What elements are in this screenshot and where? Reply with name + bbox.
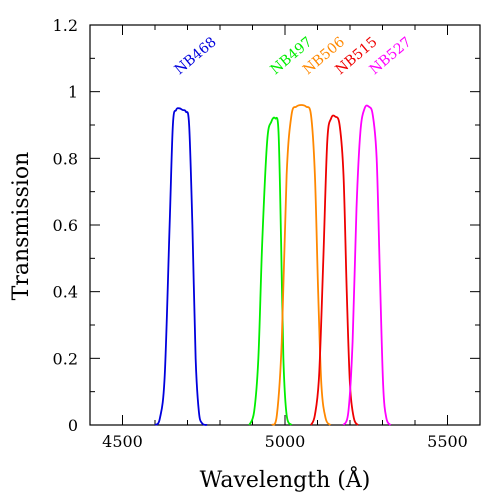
y-axis-label: Transmission (9, 152, 34, 301)
x-tick-label: 4500 (102, 432, 143, 451)
y-tick-label: 0.4 (53, 283, 78, 302)
y-tick-label: 1.2 (53, 16, 78, 35)
y-tick-label: 0.6 (53, 216, 78, 235)
curve-nb527 (342, 104, 392, 426)
y-tick-label: 0.8 (53, 149, 78, 168)
curve-nb497 (248, 116, 293, 426)
x-tick-label: 5000 (265, 432, 306, 451)
x-axis-label: Wavelength (Å) (200, 465, 371, 493)
curve-nb506 (271, 104, 332, 426)
y-tick-label: 0.2 (53, 349, 78, 368)
y-tick-label: 1 (68, 83, 78, 102)
y-tick-label: 0 (68, 416, 78, 435)
axis-ticks (89, 24, 481, 426)
curve-nb515 (310, 114, 359, 426)
x-tick-label: 5500 (427, 432, 468, 451)
axis-tick-labels: 4500 5000 5500 0 0.2 0.4 0.6 0.8 1 1.2 (53, 16, 468, 451)
curve-nb468 (154, 107, 208, 426)
filter-curves (154, 104, 392, 426)
annotation-nb468: NB468 (172, 34, 220, 78)
